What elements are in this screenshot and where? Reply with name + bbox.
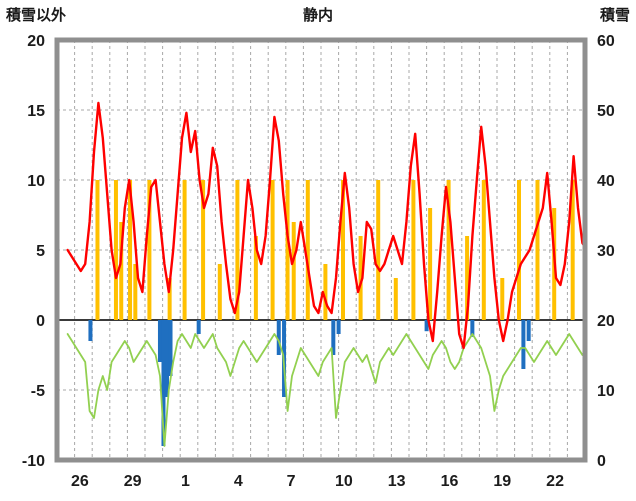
x-axis-tick-label: 22 xyxy=(546,473,564,490)
sunshine-bars-bar xyxy=(133,264,138,320)
sunshine-bars-bar xyxy=(270,180,275,320)
sunshine-bars-bar xyxy=(235,180,240,320)
left-axis-tick-label: 5 xyxy=(36,243,45,260)
sunshine-bars-bar xyxy=(323,264,328,320)
left-axis-title: 積雪以外 xyxy=(6,7,67,24)
right-axis-tick-label: 20 xyxy=(597,313,615,330)
sunshine-bars-bar xyxy=(393,278,398,320)
sunshine-bars-bar xyxy=(113,180,118,320)
x-axis-tick-label: 19 xyxy=(493,473,511,490)
sunshine-bars-bar xyxy=(253,236,258,320)
x-axis-tick-label: 13 xyxy=(388,473,406,490)
x-axis-tick-label: 4 xyxy=(234,473,243,490)
sunshine-bars-bar xyxy=(217,264,222,320)
sunshine-bars-bar xyxy=(291,222,296,320)
precipitation-bars-bar xyxy=(424,320,429,332)
right-axis-title: 積雪 xyxy=(599,7,630,24)
temperature-line xyxy=(66,101,585,350)
precipitation-bars-bar xyxy=(88,320,93,341)
x-axis-tick-label: 29 xyxy=(124,473,142,490)
sunshine-bars-bar xyxy=(119,222,124,320)
right-axis-tick-label: 60 xyxy=(597,33,615,50)
sunshine-bars-bar xyxy=(305,180,310,320)
sunshine-bars-bar xyxy=(341,180,345,320)
right-axis-tick-label: 40 xyxy=(597,173,615,190)
right-axis-tick-label: 50 xyxy=(597,103,615,120)
right-axis-tick-label: 10 xyxy=(597,383,615,400)
sunshine-bars-bar xyxy=(128,180,133,320)
sunshine-bars-bar xyxy=(535,180,540,320)
precipitation-bars-bar xyxy=(161,320,166,446)
precipitation-bars-bar xyxy=(331,320,336,355)
precipitation-bars-bar xyxy=(521,320,526,369)
precipitation-bars-bar xyxy=(168,320,173,376)
x-axis-tick-label: 7 xyxy=(287,473,296,490)
precipitation-bars-bar xyxy=(336,320,341,334)
x-axis-tick-label: 16 xyxy=(441,473,459,490)
sunshine-bars-bar xyxy=(201,180,206,320)
sunshine-bars-bar xyxy=(376,180,381,320)
x-axis-tick-label: 26 xyxy=(71,473,89,490)
sunshine-bars-bar xyxy=(95,180,100,320)
sunshine-bars-bar xyxy=(358,236,363,320)
right-axis-tick-label: 30 xyxy=(597,243,615,260)
sunshine-bars-bar xyxy=(285,180,290,320)
left-axis-tick-label: 10 xyxy=(27,173,45,190)
x-axis-tick-label: 10 xyxy=(335,473,353,490)
chart-title: 静内 xyxy=(302,7,333,24)
precipitation-bars-bar xyxy=(165,320,169,397)
left-axis-tick-label: 0 xyxy=(36,313,45,330)
sunshine-bars-bar xyxy=(500,278,505,320)
right-axis-tick-label: 0 xyxy=(597,453,606,470)
plot-frame xyxy=(54,37,588,463)
precipitation-bars-bar xyxy=(470,320,475,337)
precipitation-bars-bar xyxy=(276,320,281,355)
left-axis-tick-label: 15 xyxy=(27,103,45,120)
low-temperature-line xyxy=(66,333,585,447)
sunshine-bars-bar xyxy=(411,180,416,320)
precipitation-bars-bar xyxy=(196,320,201,334)
sunshine-bars-bar xyxy=(481,180,486,320)
sunshine-bars-bar xyxy=(570,180,575,320)
precipitation-bars-bar xyxy=(526,320,531,341)
left-axis-tick-label: 20 xyxy=(27,33,45,50)
sunshine-bars-bar xyxy=(446,180,451,320)
left-axis-tick-label: -5 xyxy=(31,383,45,400)
x-axis-tick-label: 1 xyxy=(181,473,190,490)
sunshine-bars-bar xyxy=(167,278,172,320)
sunshine-bars-bar xyxy=(182,180,187,320)
sunshine-bars-bar xyxy=(147,180,152,320)
precipitation-bars-bar xyxy=(157,320,162,362)
left-axis-tick-label: -10 xyxy=(22,453,45,470)
sunshine-bars-bar xyxy=(428,208,433,320)
sunshine-bars-bar xyxy=(517,180,521,320)
sunshine-bars-bar xyxy=(465,236,470,320)
